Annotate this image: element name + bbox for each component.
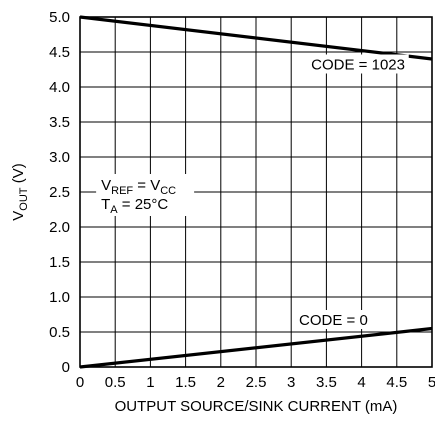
y-tick-label-2: 1.0 [49, 289, 70, 306]
y-tick-labels: 0 0.5 1.0 1.5 2.0 2.5 3.0 3.5 4.0 4.5 5.0 [49, 9, 70, 376]
plot-frame [79, 16, 433, 368]
y-tick-label-8: 4.0 [49, 79, 70, 96]
y-tick-label-10: 5.0 [49, 9, 70, 26]
x-tick-label-6: 3 [287, 374, 295, 391]
x-tick-label-1: 0.5 [105, 374, 126, 391]
x-tick-label-4: 2 [217, 374, 225, 391]
temperature-condition-label: TA = 25°C [101, 196, 168, 216]
conditions-background [96, 174, 195, 216]
x-tick-label-10: 5 [428, 374, 435, 391]
x-tick-label-3: 1.5 [175, 374, 196, 391]
x-tick-label-8: 4 [357, 374, 365, 391]
series-line-0 [79, 15, 433, 61]
y-tick-label-9: 4.5 [49, 44, 70, 61]
x-tick-label-5: 2.5 [246, 374, 267, 391]
x-axis-title: OUTPUT SOURCE/SINK CURRENT (mA) [115, 398, 398, 415]
y-tick-label-5: 2.5 [49, 184, 70, 201]
series-label-bg-1 [295, 310, 372, 329]
series-line-1 [79, 326, 433, 369]
y-tick-label-7: 3.5 [49, 114, 70, 131]
series-label-1: CODE = 0 [299, 312, 368, 329]
y-tick-label-4: 2.0 [49, 219, 70, 236]
y-tick-label-0: 0 [62, 359, 70, 376]
series-labels: CODE = 1023 CODE = 0 [295, 54, 409, 329]
series-label-bg-0 [307, 54, 409, 74]
x-tick-label-2: 1 [146, 374, 154, 391]
x-tick-labels: 0 0.5 1 1.5 2 2.5 3 3.5 4 4.5 5 [76, 374, 435, 391]
vref-condition-label: VREF = VCC [101, 177, 176, 197]
x-tick-label-0: 0 [76, 374, 84, 391]
y-tick-label-3: 1.5 [49, 254, 70, 271]
y-tick-label-1: 0.5 [49, 324, 70, 341]
conditions-annotation: VREF = VCC TA = 25°C [96, 174, 195, 216]
series-label-0: CODE = 1023 [311, 57, 405, 74]
series-lines [79, 15, 433, 369]
x-tick-label-9: 4.5 [386, 374, 407, 391]
x-tick-label-7: 3.5 [316, 374, 337, 391]
y-axis-title: VOUT (V) [10, 163, 30, 220]
y-tick-label-6: 3.0 [49, 149, 70, 166]
